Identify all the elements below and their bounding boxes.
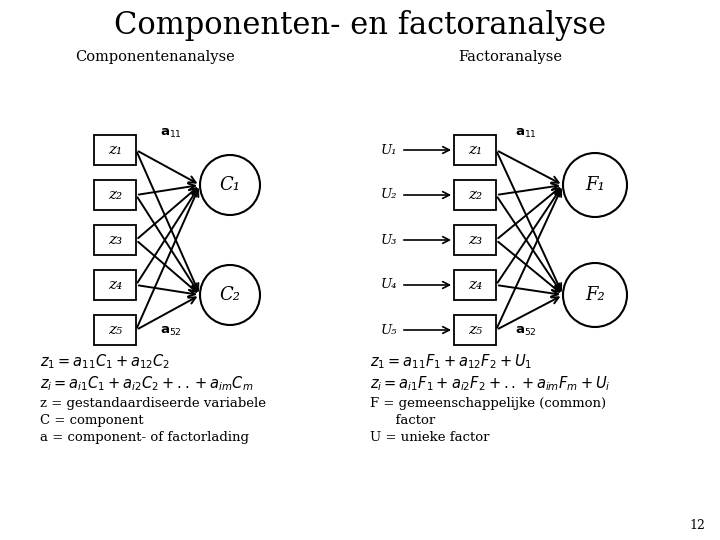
Ellipse shape <box>563 263 627 327</box>
Text: Factoranalyse: Factoranalyse <box>458 50 562 64</box>
Text: $\mathbf{a}_{52}$: $\mathbf{a}_{52}$ <box>515 325 537 338</box>
Text: z₄: z₄ <box>468 278 482 292</box>
Text: $\mathbf{a}_{11}$: $\mathbf{a}_{11}$ <box>160 127 182 140</box>
FancyBboxPatch shape <box>454 135 496 165</box>
Text: C₁: C₁ <box>220 176 240 194</box>
Text: factor: factor <box>370 414 436 427</box>
Text: F₂: F₂ <box>585 286 605 304</box>
Text: z₅: z₅ <box>108 323 122 337</box>
Text: z₁: z₁ <box>108 143 122 157</box>
Ellipse shape <box>200 155 260 215</box>
FancyBboxPatch shape <box>454 315 496 345</box>
Text: $z_1 = a_{11}F_1 + a_{12}F_2 + U_1$: $z_1 = a_{11}F_1 + a_{12}F_2 + U_1$ <box>370 352 532 370</box>
Text: a = component- of factorlading: a = component- of factorlading <box>40 431 249 444</box>
Text: U₂: U₂ <box>380 188 397 201</box>
Text: U₅: U₅ <box>380 323 397 336</box>
Text: z₄: z₄ <box>108 278 122 292</box>
Text: U = unieke factor: U = unieke factor <box>370 431 490 444</box>
Text: C₂: C₂ <box>220 286 240 304</box>
Text: z₅: z₅ <box>468 323 482 337</box>
Text: $z_i = a_{i1}C_1 + a_{i2}C_2 + .. + a_{im}C_m$: $z_i = a_{i1}C_1 + a_{i2}C_2 + .. + a_{i… <box>40 374 253 393</box>
Ellipse shape <box>563 153 627 217</box>
Text: U₃: U₃ <box>380 233 397 246</box>
Text: U₄: U₄ <box>380 279 397 292</box>
FancyBboxPatch shape <box>94 180 136 210</box>
FancyBboxPatch shape <box>454 180 496 210</box>
Text: Componentenanalyse: Componentenanalyse <box>75 50 235 64</box>
Text: $\mathbf{a}_{11}$: $\mathbf{a}_{11}$ <box>515 127 537 140</box>
Text: 12: 12 <box>689 519 705 532</box>
Text: z₃: z₃ <box>108 233 122 247</box>
Text: z = gestandaardiseerde variabele: z = gestandaardiseerde variabele <box>40 397 266 410</box>
Text: C = component: C = component <box>40 414 143 427</box>
FancyBboxPatch shape <box>454 225 496 255</box>
FancyBboxPatch shape <box>454 270 496 300</box>
Text: z₃: z₃ <box>468 233 482 247</box>
Text: z₁: z₁ <box>468 143 482 157</box>
Text: $\mathbf{a}_{52}$: $\mathbf{a}_{52}$ <box>160 325 182 338</box>
Text: F = gemeenschappelijke (common): F = gemeenschappelijke (common) <box>370 397 606 410</box>
Text: U₁: U₁ <box>380 144 397 157</box>
FancyBboxPatch shape <box>94 270 136 300</box>
Text: Componenten- en factoranalyse: Componenten- en factoranalyse <box>114 10 606 41</box>
FancyBboxPatch shape <box>94 225 136 255</box>
Text: z₂: z₂ <box>108 188 122 202</box>
Text: $z_i = a_{i1}F_1 + a_{i2}F_2 + .. + a_{im}F_m + U_i$: $z_i = a_{i1}F_1 + a_{i2}F_2 + .. + a_{i… <box>370 374 611 393</box>
FancyBboxPatch shape <box>94 315 136 345</box>
Text: $z_1 = a_{11}C_1 + a_{12}C_2$: $z_1 = a_{11}C_1 + a_{12}C_2$ <box>40 352 170 370</box>
Ellipse shape <box>200 265 260 325</box>
Text: F₁: F₁ <box>585 176 605 194</box>
FancyBboxPatch shape <box>94 135 136 165</box>
Text: z₂: z₂ <box>468 188 482 202</box>
